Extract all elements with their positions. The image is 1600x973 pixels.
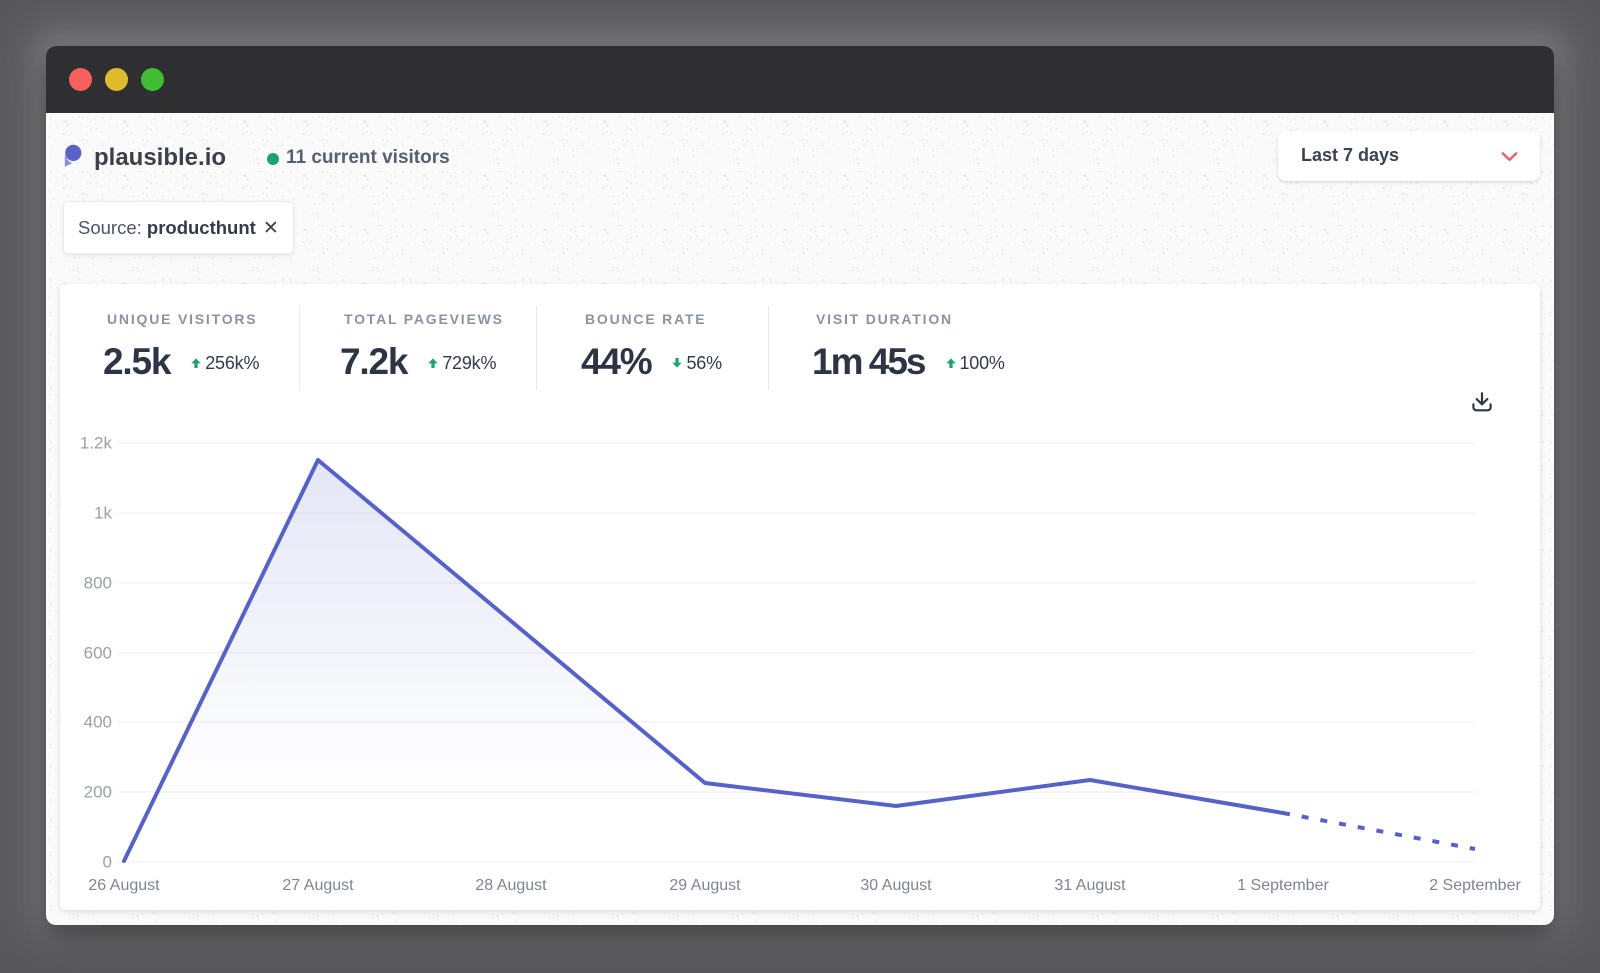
svg-text:200: 200 — [84, 783, 112, 802]
svg-text:1.2k: 1.2k — [80, 434, 113, 453]
svg-text:600: 600 — [84, 644, 112, 663]
svg-text:400: 400 — [84, 713, 112, 732]
svg-text:26 August: 26 August — [88, 877, 160, 894]
svg-text:28 August: 28 August — [475, 877, 547, 894]
svg-text:29 August: 29 August — [669, 877, 741, 894]
svg-text:2 September: 2 September — [1429, 877, 1521, 894]
svg-text:30 August: 30 August — [860, 877, 932, 894]
svg-text:0: 0 — [103, 853, 112, 872]
svg-text:31 August: 31 August — [1054, 877, 1126, 894]
svg-text:27 August: 27 August — [282, 877, 354, 894]
svg-text:1 September: 1 September — [1237, 877, 1329, 894]
svg-text:800: 800 — [84, 574, 112, 593]
svg-text:1k: 1k — [94, 504, 112, 523]
